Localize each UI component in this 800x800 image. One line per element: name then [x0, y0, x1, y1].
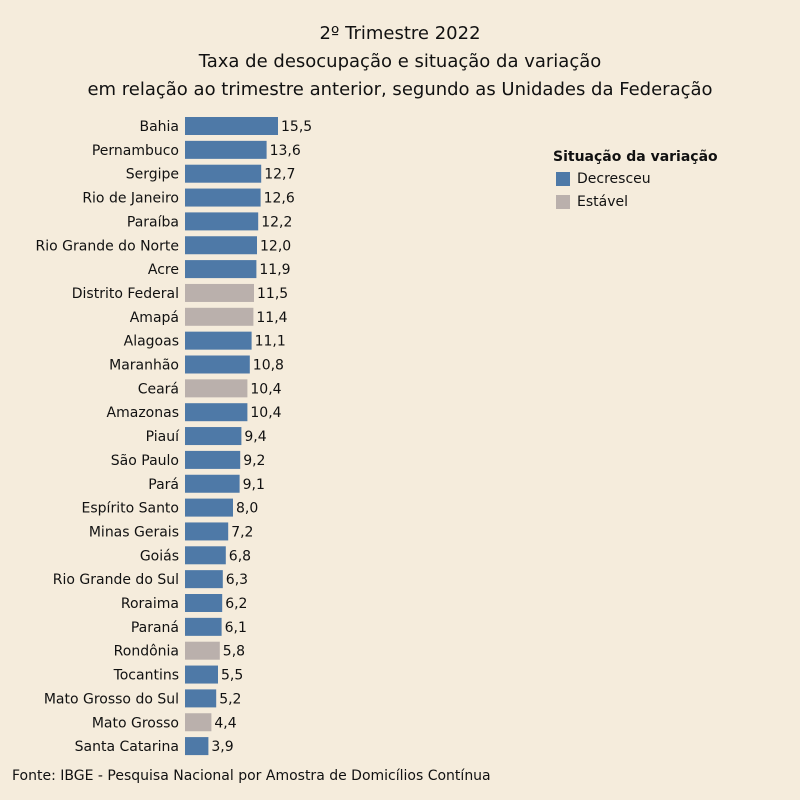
data-label: 7,2: [231, 524, 253, 540]
bar: [185, 498, 233, 517]
legend: Situação da variação Decresceu Estável: [553, 149, 718, 213]
legend-title: Situação da variação: [553, 149, 718, 165]
category-label: Rio de Janeiro: [82, 191, 179, 207]
category-label: Bahia: [139, 119, 179, 135]
bar: [185, 164, 262, 183]
data-label: 6,1: [225, 620, 247, 636]
bar: [185, 641, 220, 660]
bar: [185, 427, 242, 446]
data-label: 4,4: [214, 715, 236, 731]
chart-subtitle-line-1: Taxa de desocupação e situação da variaç…: [198, 51, 602, 72]
bar: [185, 713, 212, 732]
data-label: 10,8: [253, 358, 284, 374]
legend-item-decresceu: Decresceu: [553, 167, 718, 190]
category-label: Distrito Federal: [72, 286, 179, 302]
data-label: 3,9: [211, 739, 233, 755]
bar: [185, 570, 223, 589]
data-label: 8,0: [236, 501, 258, 517]
data-label: 11,4: [256, 310, 287, 326]
category-label: Pernambuco: [92, 143, 179, 159]
data-label: 6,3: [226, 572, 248, 588]
category-label: Espírito Santo: [82, 501, 179, 517]
data-label: 6,8: [229, 548, 251, 564]
category-label: Sergipe: [126, 167, 179, 183]
data-label: 9,2: [243, 453, 265, 469]
data-label: 12,6: [264, 191, 295, 207]
bar: [185, 212, 259, 231]
data-label: 5,5: [221, 668, 243, 684]
chart-title: 2º Trimestre 2022: [319, 23, 481, 44]
category-label: Ceará: [138, 381, 179, 397]
category-label: Minas Gerais: [89, 524, 179, 540]
bar: [185, 403, 248, 422]
category-label: Goiás: [140, 548, 179, 564]
legend-label: Decresceu: [577, 170, 651, 187]
category-label: São Paulo: [111, 453, 179, 469]
legend-swatch: [556, 171, 570, 186]
bar: [185, 474, 240, 493]
data-label: 12,2: [261, 214, 292, 230]
data-label: 9,4: [244, 429, 266, 445]
data-label: 11,1: [255, 334, 286, 350]
data-label: 10,4: [250, 405, 281, 421]
bar: [185, 355, 250, 374]
data-label: 9,1: [243, 477, 265, 493]
bar: [185, 522, 229, 541]
chart-subtitle-line-2: em relação ao trimestre anterior, segund…: [87, 79, 713, 100]
legend-item-estavel: Estável: [553, 190, 718, 213]
data-label: 5,2: [219, 691, 241, 707]
category-label: Maranhão: [109, 358, 179, 374]
bar: [185, 283, 254, 302]
category-label: Mato Grosso: [92, 715, 179, 731]
category-label: Pará: [148, 477, 179, 493]
bar: [185, 594, 223, 612]
bar: [185, 665, 218, 684]
bar: [185, 689, 217, 708]
data-label: 12,7: [264, 167, 295, 183]
bar: [185, 737, 209, 756]
bar: [185, 379, 248, 398]
category-label: Acre: [148, 262, 179, 278]
data-label: 6,2: [225, 596, 247, 612]
category-label: Alagoas: [124, 334, 179, 350]
data-label: 15,5: [281, 119, 312, 135]
bar: [185, 546, 226, 565]
bar: [185, 188, 261, 207]
data-label: 11,5: [257, 286, 288, 302]
bar: [185, 307, 254, 326]
bar: [185, 260, 257, 279]
bar: [185, 117, 278, 135]
category-label: Paraná: [131, 620, 179, 636]
data-label: 5,8: [223, 644, 245, 660]
category-label: Rondônia: [114, 644, 179, 660]
data-label: 11,9: [259, 262, 290, 278]
category-label: Roraima: [121, 596, 179, 612]
bar: [185, 140, 267, 159]
bar: [185, 236, 257, 255]
category-label: Rio Grande do Sul: [53, 572, 179, 588]
bar: [185, 450, 241, 469]
data-label: 13,6: [270, 143, 301, 159]
category-label: Piauí: [146, 429, 180, 445]
legend-label: Estável: [577, 193, 628, 210]
category-label: Santa Catarina: [75, 739, 179, 755]
category-label: Amapá: [130, 310, 179, 326]
category-label: Paraíba: [127, 214, 179, 230]
category-label: Amazonas: [107, 405, 179, 421]
bar: [185, 617, 222, 636]
data-label: 12,0: [260, 238, 291, 254]
data-label: 10,4: [250, 381, 281, 397]
source-note: Fonte: IBGE - Pesquisa Nacional por Amos…: [12, 768, 491, 784]
category-label: Rio Grande do Norte: [36, 238, 179, 254]
legend-swatch: [556, 194, 570, 209]
category-label: Tocantins: [113, 668, 179, 684]
category-label: Mato Grosso do Sul: [44, 691, 179, 707]
bar: [185, 331, 252, 350]
